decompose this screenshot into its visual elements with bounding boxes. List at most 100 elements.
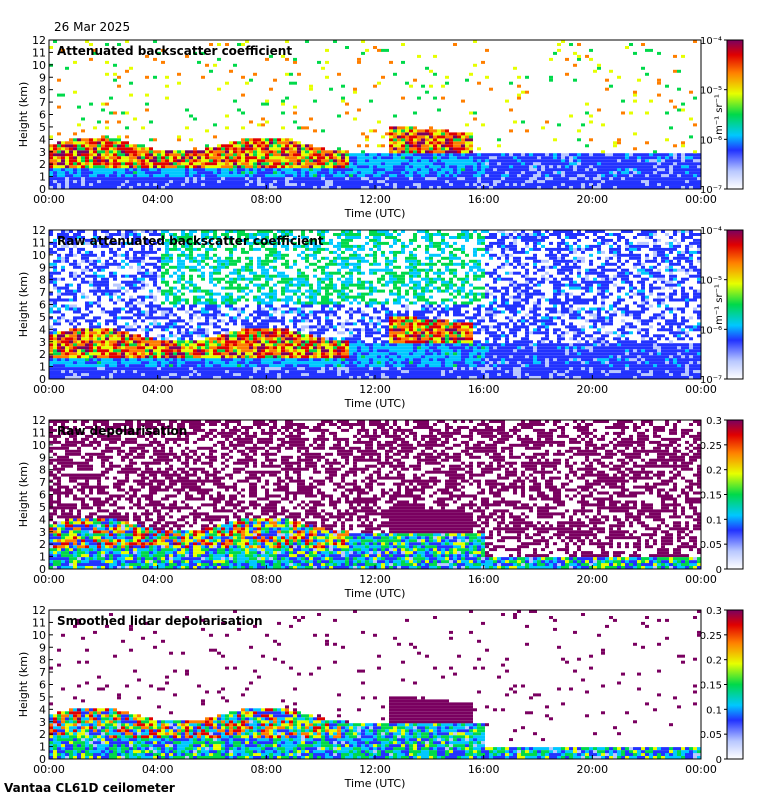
y-tick-label: 9	[39, 451, 46, 464]
x-axis-label: Time (UTC)	[344, 397, 406, 410]
y-tick-label: 3	[39, 526, 46, 539]
colorbar-tick-label: 0.2	[706, 466, 722, 477]
y-axis-label: Height (km)	[17, 82, 30, 148]
colorbar-tick-label: 0	[716, 755, 722, 766]
colorbar-tick-label: 10⁻⁶	[700, 135, 722, 146]
y-tick-label: 6	[39, 109, 46, 122]
y-tick-label: 7	[39, 286, 46, 299]
y-tick-label: 6	[39, 679, 46, 692]
y-tick-label: 9	[39, 641, 46, 654]
x-tick-label: 00:00	[33, 383, 65, 396]
y-tick-label: 12	[32, 604, 46, 617]
y-tick-label: 12	[32, 34, 46, 47]
y-tick-label: 5	[39, 501, 46, 514]
colorbar-tick-label: 10⁻⁶	[700, 325, 722, 336]
colorbar-tick-label: 0.3	[706, 606, 722, 617]
y-tick-label: 7	[39, 666, 46, 679]
y-tick-label: 5	[39, 691, 46, 704]
y-tick-label: 2	[39, 728, 46, 741]
colorbar	[726, 39, 744, 190]
x-tick-label: 08:00	[250, 573, 282, 586]
x-tick-label: 00:00	[33, 573, 65, 586]
y-tick-label: 2	[39, 348, 46, 361]
instrument-label: Vantaa CL61D ceilometer	[4, 781, 175, 795]
x-tick-label: 00:00	[33, 763, 65, 776]
heatmap-cells	[49, 420, 701, 569]
y-tick-label: 0	[39, 753, 46, 766]
x-axis-label: Time (UTC)	[344, 587, 406, 600]
date-label: 26 Mar 2025	[54, 20, 131, 34]
x-tick-label: 16:00	[468, 573, 500, 586]
x-tick-label: 20:00	[576, 193, 608, 206]
colorbar-tick-label: 10⁻⁵	[700, 276, 722, 287]
x-tick-label: 00:00	[685, 383, 717, 396]
y-axis-label: Height (km)	[17, 462, 30, 528]
x-tick-label: 08:00	[250, 193, 282, 206]
y-tick-label: 4	[39, 513, 46, 526]
y-tick-label: 0	[39, 183, 46, 196]
y-tick-label: 12	[32, 224, 46, 237]
x-tick-label: 00:00	[33, 193, 65, 206]
colorbar	[726, 229, 744, 380]
colorbar-tick-label: 10⁻⁷	[700, 185, 722, 196]
y-tick-label: 4	[39, 323, 46, 336]
colorbar-tick-label: 0.15	[700, 491, 722, 502]
y-tick-label: 0	[39, 373, 46, 386]
colorbar-tick-label: 10⁻⁴	[700, 36, 722, 47]
panel-title: Smoothed lidar depolarisation	[57, 614, 263, 628]
colorbar-tick-label: 10⁻⁷	[700, 375, 722, 386]
y-tick-label: 9	[39, 71, 46, 84]
y-tick-label: 10	[32, 59, 46, 72]
y-tick-label: 11	[32, 236, 46, 249]
x-tick-label: 12:00	[359, 763, 391, 776]
colorbar-tick-label: 0.05	[700, 730, 722, 741]
panel-title: Raw attenuated backscatter coefficient	[57, 234, 324, 248]
y-tick-label: 5	[39, 121, 46, 134]
y-tick-label: 10	[32, 439, 46, 452]
y-tick-label: 8	[39, 654, 46, 667]
colorbar-tick-label: 0.1	[706, 705, 722, 716]
x-tick-label: 20:00	[576, 573, 608, 586]
x-tick-label: 16:00	[468, 763, 500, 776]
y-tick-label: 10	[32, 629, 46, 642]
colorbar-tick-label: 0.15	[700, 681, 722, 692]
x-tick-label: 12:00	[359, 193, 391, 206]
heatmap-cells	[49, 610, 701, 759]
y-tick-label: 1	[39, 361, 46, 374]
y-tick-label: 11	[32, 616, 46, 629]
colorbar-tick-label: 10⁻⁵	[700, 86, 722, 97]
heatmap-cells	[49, 230, 701, 379]
y-tick-label: 6	[39, 299, 46, 312]
colorbar-tick-label: 0.25	[700, 631, 722, 642]
colorbar-tick-label: 0	[716, 565, 722, 576]
y-tick-label: 3	[39, 146, 46, 159]
y-tick-label: 6	[39, 489, 46, 502]
colorbar-tick-label: 0.25	[700, 441, 722, 452]
y-tick-label: 1	[39, 171, 46, 184]
y-tick-label: 8	[39, 274, 46, 287]
x-tick-label: 00:00	[685, 193, 717, 206]
colorbar-units: m⁻¹ sr⁻¹	[714, 94, 725, 135]
y-tick-label: 9	[39, 261, 46, 274]
x-tick-label: 04:00	[142, 193, 174, 206]
y-tick-label: 2	[39, 158, 46, 171]
x-tick-label: 00:00	[685, 573, 717, 586]
y-tick-label: 11	[32, 46, 46, 59]
x-tick-label: 04:00	[142, 763, 174, 776]
y-tick-label: 8	[39, 464, 46, 477]
x-tick-label: 08:00	[250, 383, 282, 396]
y-tick-label: 1	[39, 551, 46, 564]
y-tick-label: 1	[39, 741, 46, 754]
x-axis-label: Time (UTC)	[344, 777, 406, 790]
x-tick-label: 16:00	[468, 383, 500, 396]
y-tick-label: 3	[39, 716, 46, 729]
y-tick-label: 7	[39, 476, 46, 489]
x-tick-label: 12:00	[359, 573, 391, 586]
panel-title: Attenuated backscatter coefficient	[57, 44, 292, 58]
x-tick-label: 08:00	[250, 763, 282, 776]
y-tick-label: 5	[39, 311, 46, 324]
colorbar-tick-label: 0.05	[700, 540, 722, 551]
x-tick-label: 04:00	[142, 573, 174, 586]
